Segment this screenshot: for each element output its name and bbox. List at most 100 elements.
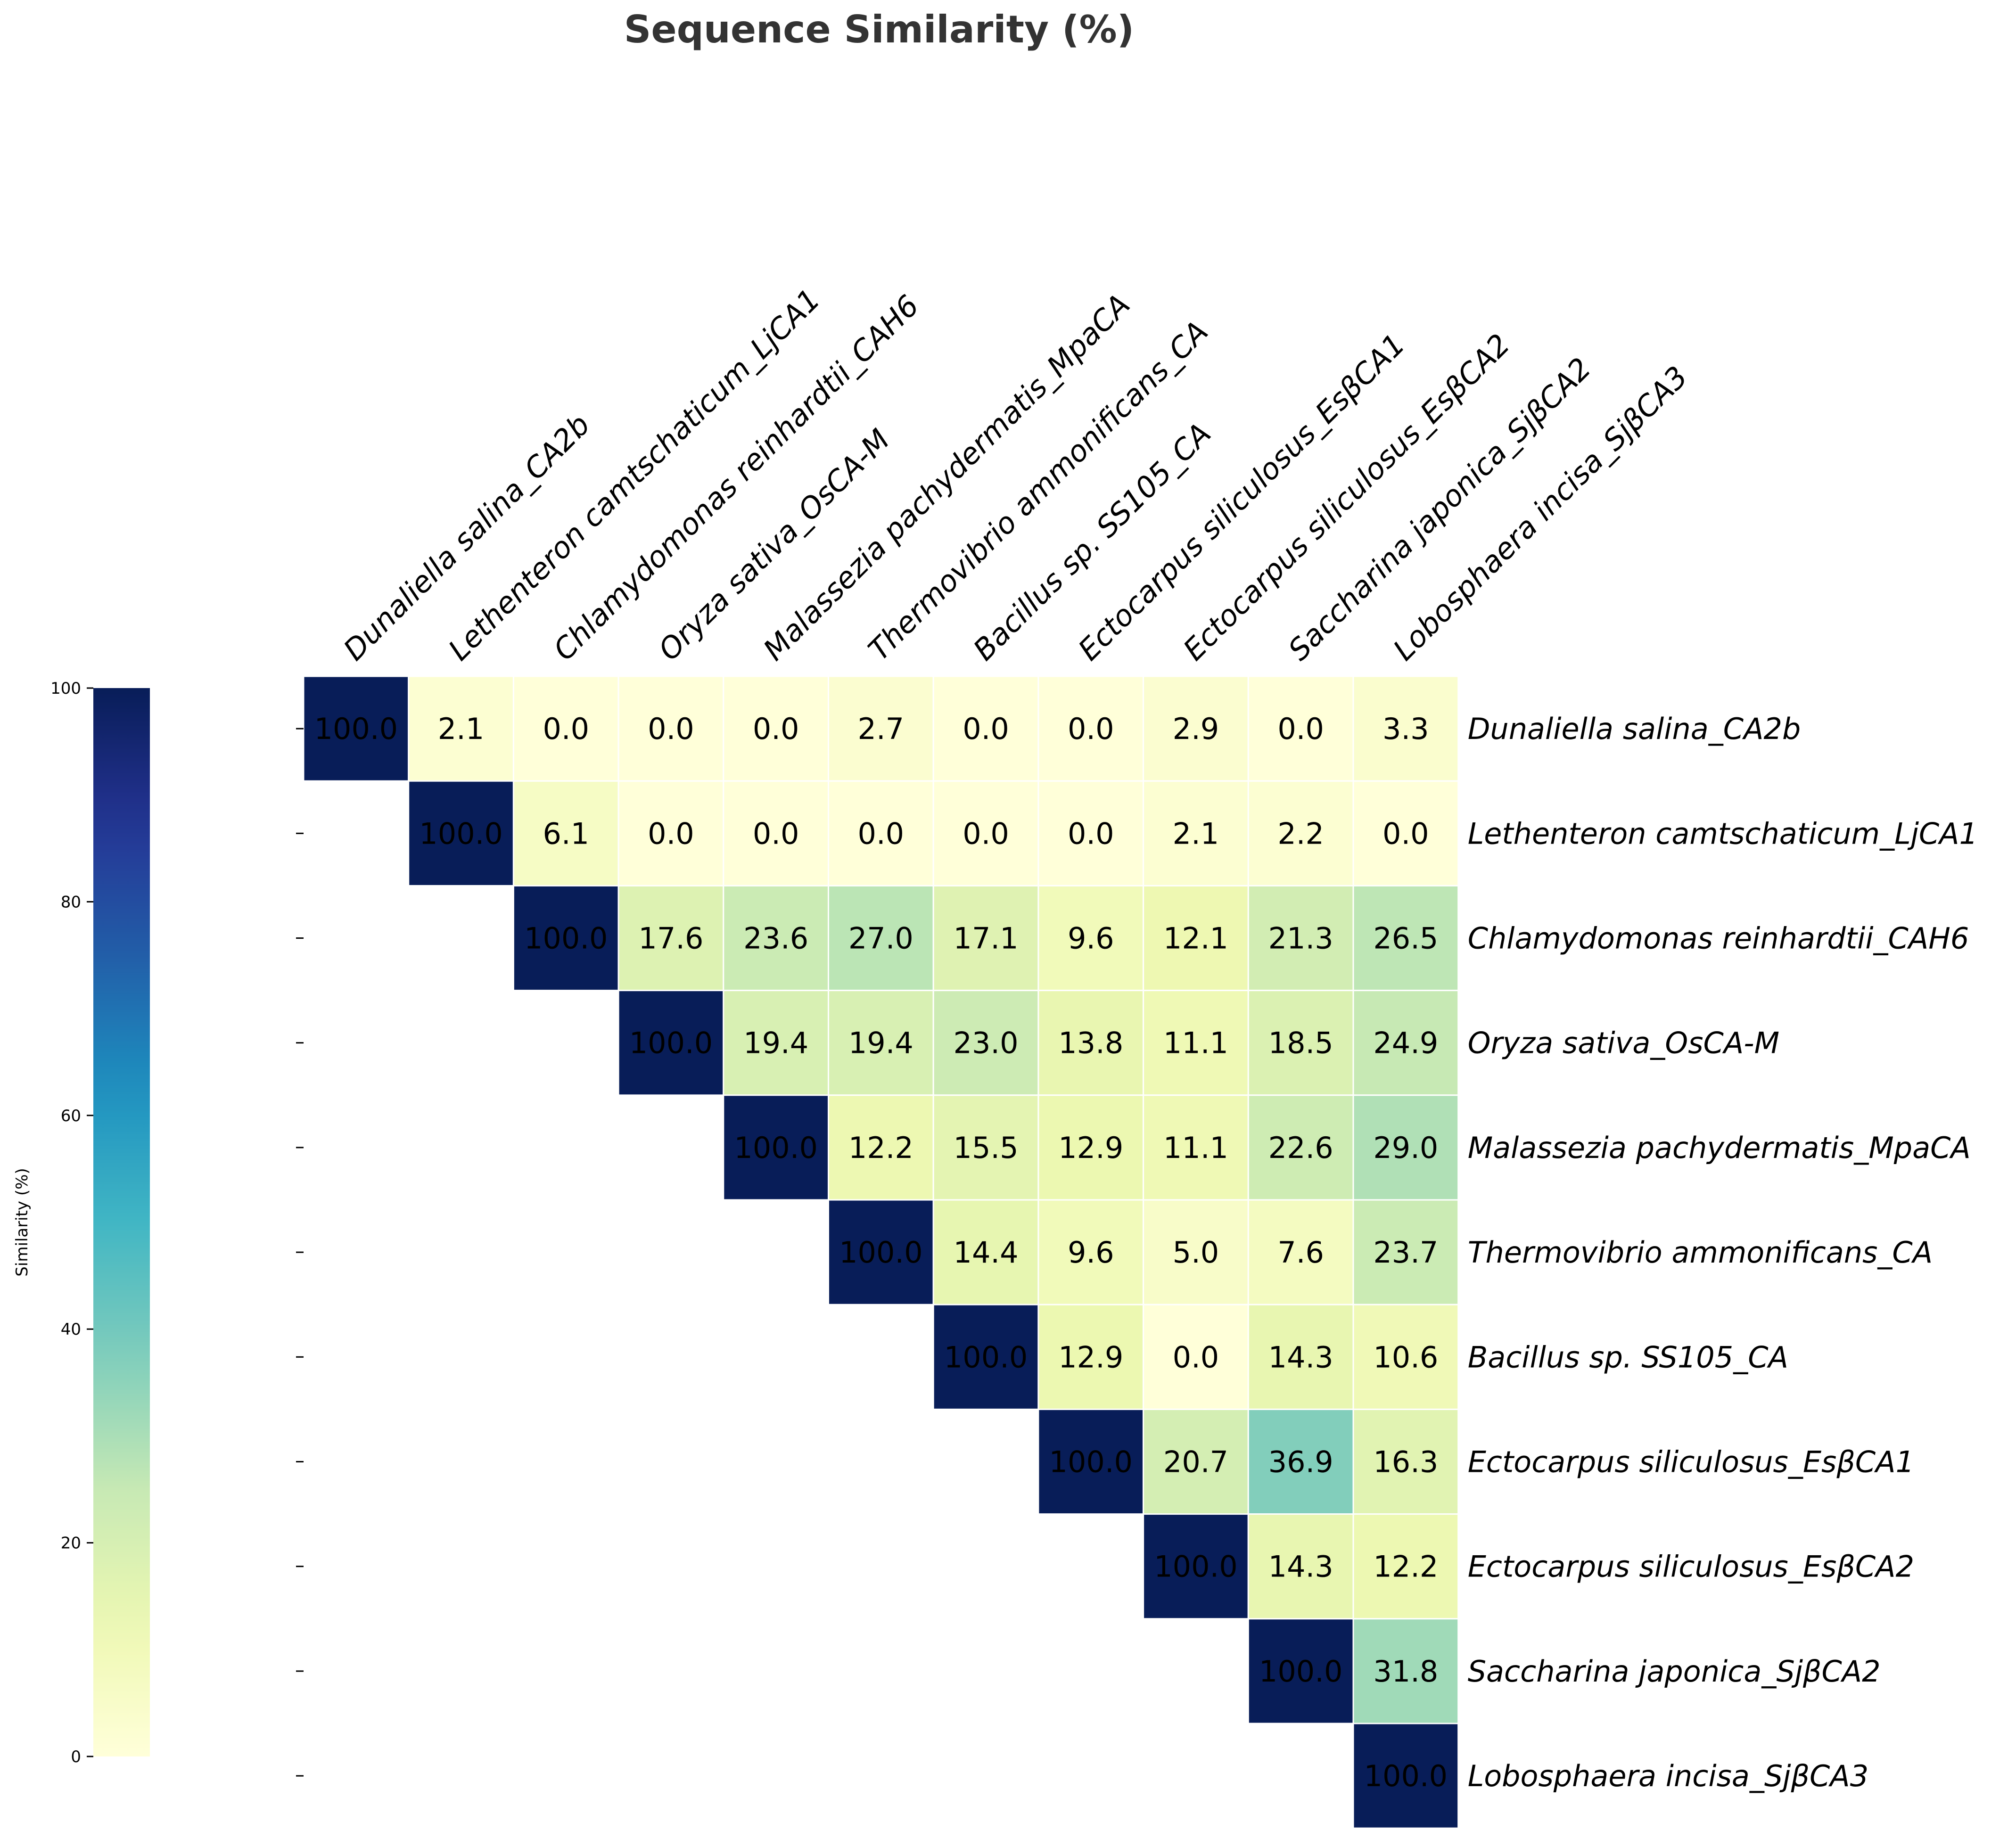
heatmap-cell — [1247, 780, 1354, 886]
heatmap-cell — [932, 675, 1039, 782]
heatmap-cell — [1352, 1723, 1459, 1829]
row-label: Chlamydomonas reinhardtii_CAH6 — [1468, 921, 1969, 956]
cell-value-label: 0.0 — [1382, 816, 1429, 851]
cell-value-label: 19.4 — [743, 1026, 808, 1060]
row-label: Oryza sativa_OsCA-M — [1468, 1026, 1779, 1060]
colorbar-gradient — [93, 688, 150, 1756]
heatmap-cell — [828, 1094, 934, 1201]
cell-value-label: 0.0 — [1277, 712, 1324, 746]
cell-value-label: 24.9 — [1373, 1026, 1438, 1060]
heatmap-cell — [723, 1094, 830, 1201]
cell-value-label: 17.1 — [954, 921, 1019, 956]
cell-value-label: 14.3 — [1268, 1550, 1333, 1584]
cell-value-label: 26.5 — [1373, 921, 1438, 956]
cell-value-label: 31.8 — [1373, 1654, 1438, 1689]
cell-value-label: 0.0 — [648, 816, 694, 851]
heatmap-cell — [1037, 780, 1144, 886]
heatmap-cell — [1352, 1618, 1459, 1724]
colorbar-tick-label: 100 — [50, 679, 81, 698]
chart-title: Sequence Similarity (%) — [624, 8, 1134, 51]
cell-value-label: 36.9 — [1268, 1445, 1333, 1479]
heatmap-cell — [1352, 1408, 1459, 1515]
heatmap-cell — [1352, 1513, 1459, 1620]
heatmap-cell — [1352, 885, 1459, 992]
cell-value-label: 12.9 — [1058, 1131, 1123, 1165]
row-label: Saccharina japonica_SjβCA2 — [1468, 1654, 1881, 1689]
cell-value-label: 5.0 — [1173, 1235, 1219, 1270]
heatmap-cell — [617, 990, 724, 1096]
cell-value-label: 0.0 — [1173, 1340, 1219, 1374]
cell-value-label: 29.0 — [1373, 1131, 1438, 1165]
heatmap-cell — [1143, 885, 1249, 992]
cell-value-label: 0.0 — [753, 712, 799, 746]
cell-value-label: 100.0 — [944, 1340, 1028, 1374]
heatmap-cell — [932, 780, 1039, 886]
cell-value-label: 2.9 — [1173, 712, 1219, 746]
cell-value-label: 27.0 — [848, 921, 913, 956]
colorbar-tick-label: 40 — [61, 1320, 81, 1339]
axis-ticks — [296, 728, 304, 1777]
heatmap-cell — [1247, 990, 1354, 1096]
cell-value-label: 16.3 — [1373, 1445, 1438, 1479]
cell-value-label: 12.2 — [848, 1131, 913, 1165]
cell-value-label: 3.3 — [1382, 712, 1429, 746]
cell-value-label: 100.0 — [734, 1131, 818, 1165]
cell-value-label: 21.3 — [1268, 921, 1333, 956]
cell-value-label: 100.0 — [839, 1235, 923, 1270]
heatmap-cell — [1143, 780, 1249, 886]
row-label: Ectocarpus siliculosus_EsβCA1 — [1468, 1445, 1914, 1479]
cell-value-label: 0.0 — [1068, 816, 1114, 851]
row-label: Lethenteron camtschaticum_LjCA1 — [1468, 816, 1978, 851]
heatmap-cell — [1037, 1408, 1144, 1515]
cell-value-label: 12.2 — [1373, 1550, 1438, 1584]
cell-value-label: 2.1 — [1173, 816, 1219, 851]
cell-value-label: 11.1 — [1163, 1131, 1228, 1165]
heatmap-cell — [512, 885, 619, 992]
heatmap-cell — [1037, 990, 1144, 1096]
cell-value-label: 10.6 — [1373, 1340, 1438, 1374]
cell-value-label: 0.0 — [753, 816, 799, 851]
row-label: Bacillus sp. SS105_CA — [1468, 1340, 1788, 1374]
heatmap-cell — [723, 990, 830, 1096]
cell-value-label: 23.0 — [954, 1026, 1019, 1060]
heatmap-cell — [1143, 1304, 1249, 1410]
cell-value-label: 17.6 — [638, 921, 703, 956]
cell-value-label: 23.6 — [743, 921, 808, 956]
cell-value-label: 100.0 — [1259, 1654, 1343, 1689]
cell-value-label: 14.4 — [954, 1235, 1019, 1270]
heatmap-cell — [1247, 1304, 1354, 1410]
cell-value-label: 12.1 — [1163, 921, 1228, 956]
heatmap-cell — [1247, 885, 1354, 992]
heatmap-cells: 100.0 2.1 0.0 0.0 0.0 2.7 0.0 0.0 2.9 0.0 3.3 100.0… — [303, 675, 1459, 1829]
heatmap-cell — [1352, 1199, 1459, 1305]
heatmap-cell — [1247, 675, 1354, 782]
cell-value-label: 100.0 — [1364, 1759, 1448, 1793]
cell-value-label: 18.5 — [1268, 1026, 1333, 1060]
row-label: Thermovibrio ammonificans_CA — [1468, 1235, 1933, 1270]
heatmap-cell — [1352, 780, 1459, 886]
heatmap-cell — [1247, 1513, 1354, 1620]
cell-value-label: 11.1 — [1163, 1026, 1228, 1060]
heatmap-cell — [1247, 1094, 1354, 1201]
cell-value-label: 100.0 — [314, 712, 398, 746]
cell-value-label: 14.3 — [1268, 1340, 1333, 1374]
heatmap-cell — [1352, 1094, 1459, 1201]
heatmap-cell — [408, 675, 514, 782]
colorbar-tick-label: 60 — [61, 1107, 81, 1125]
heatmap-cell — [932, 885, 1039, 992]
cell-value-label: 19.4 — [848, 1026, 913, 1060]
heatmap-cell — [1037, 1094, 1144, 1201]
heatmap-cell — [1143, 1513, 1249, 1620]
row-labels: Dunaliella salina_CA2b Lethenteron camtsc… — [1468, 712, 1978, 1793]
heatmap-cell — [723, 675, 830, 782]
cell-value-label: 0.0 — [648, 712, 694, 746]
row-label: Lobosphaera incisa_SjβCA3 — [1468, 1759, 1868, 1793]
colorbar-label: Similarity (%) — [13, 1168, 32, 1276]
heatmap-cell — [932, 1094, 1039, 1201]
heatmap-cell — [617, 780, 724, 886]
cell-value-label: 100.0 — [419, 816, 503, 851]
colorbar: 0 20 40 60 80 100 Similarity (%) — [13, 679, 150, 1766]
cell-value-label: 6.1 — [543, 816, 589, 851]
heatmap-cell — [617, 885, 724, 992]
cell-value-label: 22.6 — [1268, 1131, 1333, 1165]
